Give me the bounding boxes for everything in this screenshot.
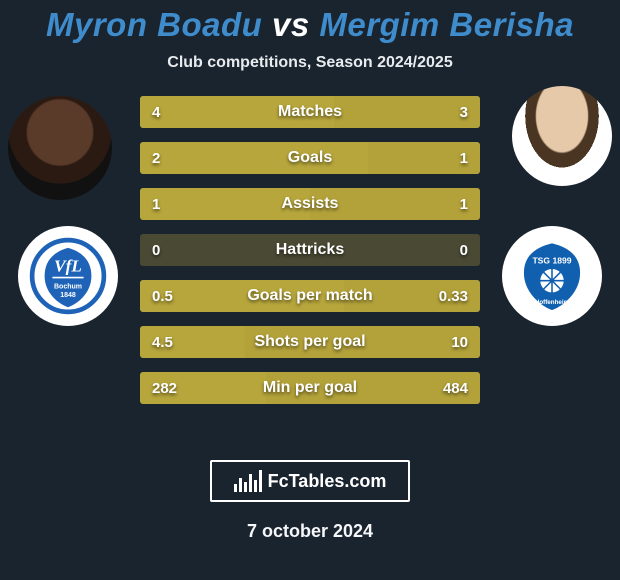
- stat-value-p2: 0.33: [439, 288, 468, 305]
- stat-row: 4.5 Shots per goal 10: [140, 326, 480, 358]
- stat-label: Shots per goal: [254, 333, 365, 351]
- title-vs: vs: [272, 6, 310, 43]
- stat-value-p2: 0: [460, 242, 468, 259]
- stat-value-p2: 484: [443, 380, 468, 397]
- player1-avatar: [8, 96, 112, 200]
- stat-label: Min per goal: [263, 379, 357, 397]
- stat-value-p2: 1: [460, 196, 468, 213]
- svg-text:1848: 1848: [60, 292, 76, 299]
- stat-label: Goals: [288, 149, 332, 167]
- stat-label: Goals per match: [247, 287, 372, 305]
- hoffenheim-crest-icon: TSG 1899 Hoffenheim: [513, 237, 591, 315]
- stat-value-p1: 282: [152, 380, 177, 397]
- stat-value-p1: 1: [152, 196, 160, 213]
- bochum-crest-icon: VfL Bochum 1848: [29, 237, 107, 315]
- comparison-panel: VfL Bochum 1848 TSG 1899 Hoffenheim 4 Mat…: [0, 96, 620, 436]
- stat-row: 282 Min per goal 484: [140, 372, 480, 404]
- bars-icon: [234, 470, 262, 492]
- date-label: 7 october 2024: [0, 521, 620, 542]
- player2-club-crest: TSG 1899 Hoffenheim: [502, 226, 602, 326]
- player1-club-crest: VfL Bochum 1848: [18, 226, 118, 326]
- stat-label: Matches: [278, 103, 342, 121]
- stat-value-p1: 4.5: [152, 334, 173, 351]
- player2-face-icon: [512, 86, 612, 186]
- title-player2: Mergim Berisha: [319, 6, 574, 43]
- branding-badge: FcTables.com: [210, 460, 410, 502]
- stats-list: 4Matches32Goals11Assists10Hattricks00.5G…: [140, 96, 480, 418]
- stat-value-p1: 4: [152, 104, 160, 121]
- player1-face-icon: [8, 96, 112, 200]
- stat-row: 0.5 Goals per match 0.33: [140, 280, 480, 312]
- svg-text:Hoffenheim: Hoffenheim: [535, 299, 570, 306]
- stat-value-p1: 0.5: [152, 288, 173, 305]
- stat-value-p2: 1: [460, 150, 468, 167]
- stat-fill-p2: [334, 96, 480, 128]
- stat-label: Assists: [282, 195, 339, 213]
- stat-value-p2: 3: [460, 104, 468, 121]
- player2-avatar: [512, 86, 612, 186]
- stat-row: 1 Assists 1: [140, 188, 480, 220]
- svg-text:VfL: VfL: [54, 256, 82, 275]
- branding-text: FcTables.com: [268, 471, 387, 492]
- stat-row: 0 Hattricks 0: [140, 234, 480, 266]
- stat-value-p1: 0: [152, 242, 160, 259]
- subtitle: Club competitions, Season 2024/2025: [0, 54, 620, 72]
- comparison-title: Myron Boadu vs Mergim Berisha: [0, 0, 620, 44]
- title-player1: Myron Boadu: [46, 6, 262, 43]
- stat-value-p2: 10: [451, 334, 468, 351]
- stat-label: Hattricks: [276, 241, 344, 259]
- svg-text:TSG 1899: TSG 1899: [532, 256, 571, 266]
- stat-row: 4 Matches 3: [140, 96, 480, 128]
- svg-text:Bochum: Bochum: [54, 283, 82, 290]
- stat-row: 2 Goals 1: [140, 142, 480, 174]
- stat-fill-p1: [140, 142, 368, 174]
- stat-value-p1: 2: [152, 150, 160, 167]
